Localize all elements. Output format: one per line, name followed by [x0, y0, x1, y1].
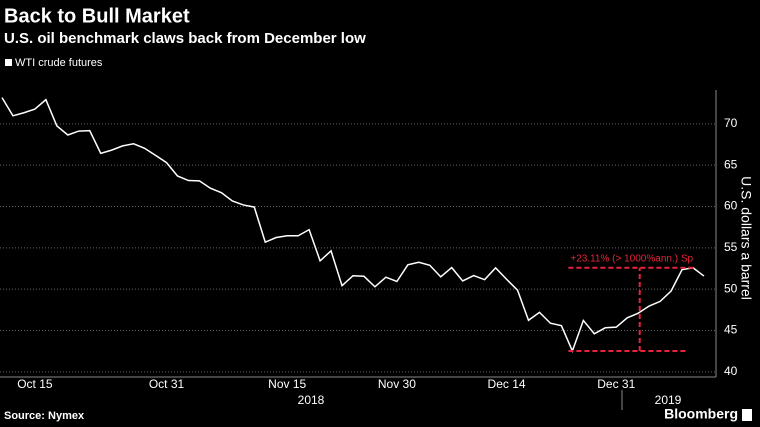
- y-tick-label: 50: [724, 281, 738, 295]
- y-tick-label: 60: [724, 199, 738, 213]
- y-tick-label: 40: [724, 364, 738, 378]
- chart-title: Back to Bull Market: [4, 5, 190, 27]
- x-tick-label: Oct 15: [17, 377, 53, 391]
- legend-swatch: [5, 59, 12, 66]
- annotation-text: +23.11% (> 1000%ann.) Sp: [570, 253, 693, 264]
- year-label: 2018: [298, 393, 325, 407]
- chart-subtitle: U.S. oil benchmark claws back from Decem…: [4, 30, 366, 47]
- y-tick-label: 55: [724, 240, 738, 254]
- x-tick-label: Oct 31: [149, 377, 185, 391]
- y-tick-label: 65: [724, 157, 738, 171]
- y-axis-label: U.S. dollars a barrel: [738, 176, 754, 300]
- brand-logo: [742, 409, 752, 421]
- x-tick-label: Dec 31: [597, 377, 635, 391]
- y-tick-label: 45: [724, 323, 738, 337]
- brand: Bloomberg: [664, 406, 738, 422]
- legend-label: WTI crude futures: [15, 57, 103, 69]
- y-tick-label: 70: [724, 116, 738, 130]
- source: Source: Nymex: [4, 410, 85, 422]
- year-label: 2019: [655, 393, 682, 407]
- x-tick-label: Dec 14: [488, 377, 526, 391]
- series-line: [1, 97, 705, 353]
- x-tick-label: Nov 15: [268, 377, 306, 391]
- x-tick-label: Nov 30: [378, 377, 416, 391]
